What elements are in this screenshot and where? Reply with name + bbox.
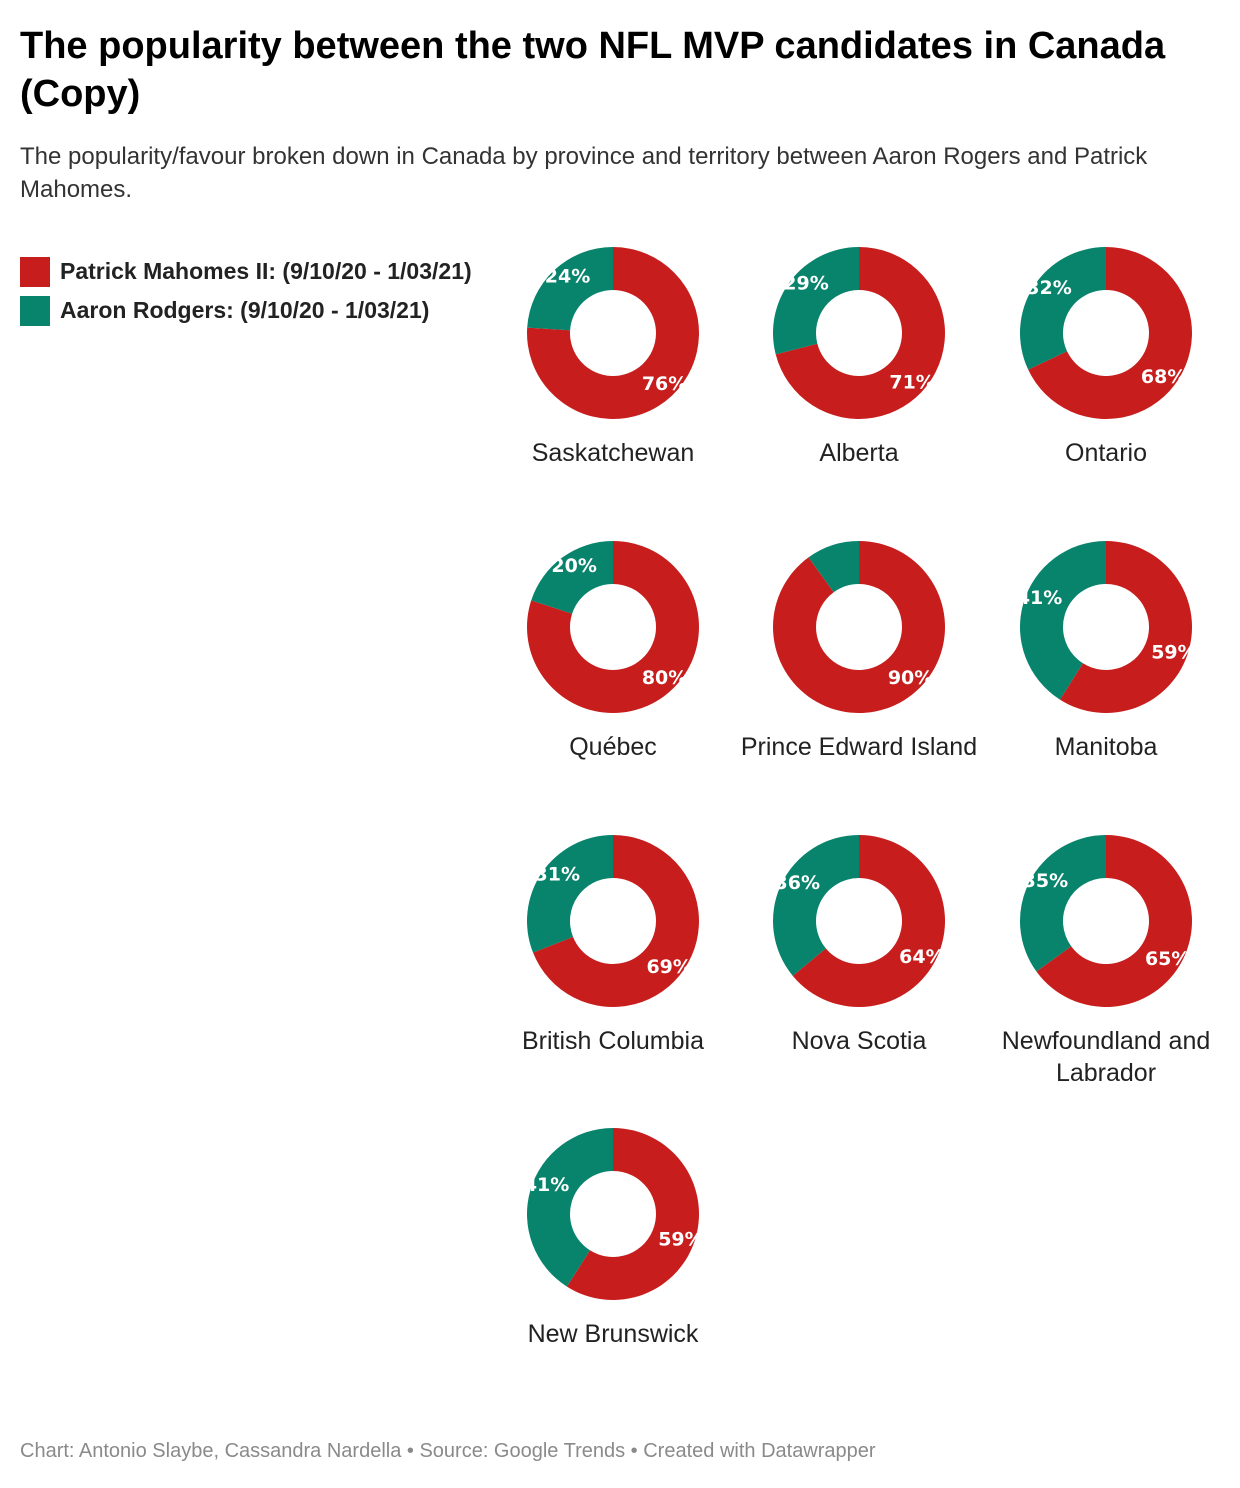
slice-mahomes: [792, 835, 945, 1007]
donut-prince-edward-island: 90% Prince Edward Island: [736, 541, 982, 763]
legend-swatch-rodgers: [20, 296, 50, 326]
slice-mahomes: [527, 247, 699, 419]
donut-chart-prince-edward-island: 90%: [773, 541, 945, 713]
label-mahomes: 59%: [1151, 641, 1196, 663]
label-mahomes: 69%: [646, 956, 691, 978]
legend-label-mahomes: Patrick Mahomes II: (9/10/20 - 1/03/21): [60, 258, 472, 284]
slice-mahomes: [566, 1128, 699, 1300]
region-label: Newfoundland and Labrador: [1001, 1027, 1211, 1087]
donut-chart-saskatchewan: 76% 24%: [527, 247, 699, 419]
label-mahomes: 80%: [642, 667, 687, 689]
donut-chart-british-columbia: 69% 31%: [527, 835, 699, 1007]
donut-new-brunswick: 59% 41% New Brunswick: [490, 1128, 736, 1350]
donut-chart-quebec: 80% 20%: [527, 541, 699, 713]
label-mahomes: 59%: [658, 1228, 703, 1250]
legend-label-rodgers: Aaron Rodgers: (9/10/20 - 1/03/21): [60, 297, 430, 323]
label-mahomes: 71%: [889, 371, 934, 393]
region-label: Québec: [569, 733, 657, 761]
slice-rodgers: [527, 835, 613, 953]
slice-rodgers: [1020, 247, 1106, 370]
label-mahomes: 65%: [1145, 948, 1190, 970]
label-rodgers: 20%: [551, 555, 596, 577]
slice-mahomes: [773, 541, 945, 713]
slice-rodgers: [808, 541, 859, 593]
slice-rodgers: [1020, 835, 1106, 972]
donut-manitoba: 59% 41% Manitoba: [983, 541, 1229, 763]
slice-rodgers: [531, 541, 613, 614]
slice-mahomes: [527, 541, 699, 713]
slice-rodgers: [1020, 541, 1106, 700]
region-label: Saskatchewan: [531, 439, 695, 467]
donut-chart-nova-scotia: 64% 36%: [773, 835, 945, 1007]
label-mahomes: 68%: [1141, 366, 1186, 388]
donut-chart-alberta: 71% 29%: [773, 247, 945, 419]
region-label: Prince Edward Island: [740, 733, 978, 761]
region-label: Alberta: [819, 439, 899, 467]
legend-item-rodgers: Aaron Rodgers: (9/10/20 - 1/03/21): [20, 295, 480, 326]
label-rodgers: 41%: [1017, 587, 1062, 609]
label-rodgers: 36%: [775, 872, 820, 894]
donut-chart-ontario: 68% 32%: [1020, 247, 1192, 419]
label-mahomes: 90%: [888, 667, 933, 689]
slice-mahomes: [1036, 835, 1192, 1007]
donut-chart-manitoba: 59% 41%: [1017, 541, 1197, 713]
slice-rodgers: [773, 247, 859, 355]
label-rodgers: 29%: [783, 273, 828, 295]
label-rodgers: 32%: [1026, 277, 1071, 299]
label-mahomes: 76%: [642, 373, 687, 395]
slice-mahomes: [1059, 541, 1192, 713]
region-label: Manitoba: [1054, 733, 1158, 761]
donut-newfoundland-and-labrador: 65% 35% Newfoundland and Labrador: [983, 835, 1229, 1089]
chart-subtitle: The popularity/favour broken down in Can…: [20, 143, 1148, 203]
label-rodgers: 24%: [545, 266, 590, 288]
donut-chart-newfoundland-and-labrador: 65% 35%: [1020, 835, 1192, 1007]
chart-title: The popularity between the two NFL MVP c…: [20, 25, 1166, 115]
legend-item-mahomes: Patrick Mahomes II: (9/10/20 - 1/03/21): [20, 256, 480, 287]
slice-rodgers: [527, 1128, 613, 1287]
donut-saskatchewan: 76% 24% Saskatchewan: [490, 247, 736, 469]
slice-rodgers: [773, 835, 859, 976]
label-rodgers: 31%: [535, 864, 580, 886]
chart-footer: Chart: Antonio Slaybe, Cassandra Nardell…: [20, 1440, 876, 1462]
donut-alberta: 71% 29% Alberta: [736, 247, 982, 469]
region-label: Nova Scotia: [791, 1027, 927, 1055]
region-label: New Brunswick: [527, 1320, 699, 1348]
region-label: British Columbia: [521, 1027, 704, 1055]
donut-british-columbia: 69% 31% British Columbia: [490, 835, 736, 1057]
label-rodgers: 41%: [524, 1174, 569, 1196]
donut-nova-scotia: 64% 36% Nova Scotia: [736, 835, 982, 1057]
donut-quebec: 80% 20% Québec: [490, 541, 736, 763]
slice-mahomes: [533, 835, 699, 1007]
donut-chart-new-brunswick: 59% 41%: [524, 1128, 704, 1300]
legend: Patrick Mahomes II: (9/10/20 - 1/03/21) …: [20, 256, 480, 334]
label-mahomes: 64%: [899, 946, 944, 968]
legend-swatch-mahomes: [20, 257, 50, 287]
region-label: Ontario: [1065, 439, 1147, 467]
slice-mahomes: [1028, 247, 1192, 419]
label-rodgers: 35%: [1023, 870, 1068, 892]
slice-mahomes: [775, 247, 945, 419]
donut-ontario: 68% 32% Ontario: [983, 247, 1229, 469]
slice-rodgers: [527, 247, 613, 331]
